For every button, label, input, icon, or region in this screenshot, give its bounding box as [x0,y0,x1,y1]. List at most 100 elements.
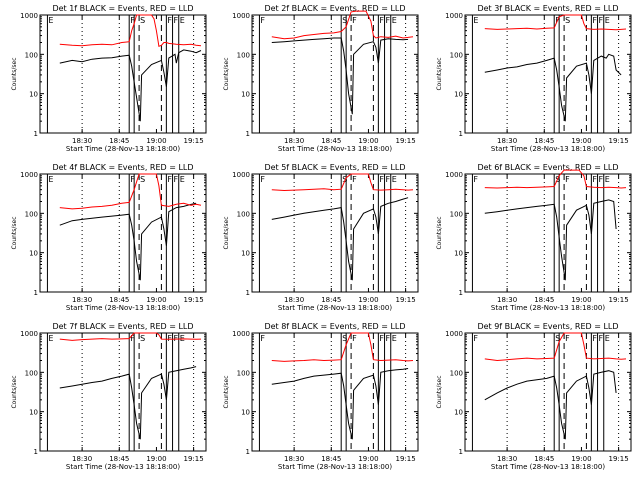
y-axis-label: Counts/sec [436,375,443,408]
x-tick-label: 18:30 [72,137,92,145]
event-marker-label: F [352,334,357,343]
plot-frame [251,14,419,134]
x-tick-label: 18:45 [534,455,554,463]
event-marker-label: E [392,334,397,343]
x-axis-label: Start Time (28-Nov-13 18:18:00) [278,145,392,153]
x-tick-label: 19:15 [396,455,416,463]
y-axis-label: Counts/sec [11,375,18,408]
x-tick-label: 19:15 [396,296,416,304]
y-axis-label: Counts/sec [11,216,18,249]
chart-title: Det 6f BLACK = Events, RED = LLD [477,163,618,172]
x-tick-label: 19:00 [571,455,591,463]
chart-panel-5: Det 5f BLACK = Events, RED = LLD 1 10 100 10… [223,163,419,312]
x-tick-label: 18:45 [321,296,341,304]
x-axis-label: Start Time (28-Nov-13 18:18:00) [491,463,605,471]
x-tick-label: 19:15 [184,296,204,304]
chart-panel-8: Det 8f BLACK = Events, RED = LLD 1 10 100 10… [223,322,419,471]
y-tick-label: 1000 [445,330,463,338]
series-line-lld [484,14,627,31]
plot-frame [39,14,207,134]
series-line-lld [59,332,202,341]
x-axis-label: Start Time (28-Nov-13 18:18:00) [491,304,605,312]
x-tick-label: 18:45 [534,137,554,145]
x-tick-label: 19:00 [358,137,378,145]
x-tick-label: 18:30 [72,296,92,304]
chart-panel-7: Det 7f BLACK = Events, RED = LLD 1 10 100 10… [11,322,207,471]
x-tick-label: 18:45 [534,296,554,304]
chart-title: Det 1f BLACK = Events, RED = LLD [52,4,193,13]
series-line-lld [271,173,414,192]
y-tick-label: 10 [241,91,250,99]
event-marker-label: S [140,175,145,184]
y-axis-label: Counts/sec [223,57,230,90]
y-tick-label: 1 [246,448,250,456]
y-tick-label: 1 [459,130,463,138]
series-line-lld [271,332,414,362]
y-tick-label: 1000 [20,171,38,179]
y-axis-label: Counts/sec [436,57,443,90]
x-axis-label: Start Time (28-Nov-13 18:18:00) [66,463,180,471]
y-tick-label: 1 [246,289,250,297]
x-tick-label: 19:15 [609,296,629,304]
event-marker-label: E [392,175,397,184]
event-marker-label: F [386,334,391,343]
chart-title: Det 9f BLACK = Events, RED = LLD [477,322,618,331]
y-tick-label: 1 [34,448,38,456]
event-marker-label: F [599,175,604,184]
chart-title: Det 7f BLACK = Events, RED = LLD [52,322,193,331]
y-tick-label: 100 [237,369,250,377]
event-marker-label: F [592,334,597,343]
y-axis-label: Counts/sec [436,216,443,249]
event-marker-label: F [386,175,391,184]
series-line-events [484,199,617,281]
x-axis-label: Start Time (28-Nov-13 18:18:00) [491,145,605,153]
y-tick-label: 1 [34,289,38,297]
chart-title: Det 8f BLACK = Events, RED = LLD [264,322,405,331]
x-tick-label: 19:00 [358,455,378,463]
event-marker-label: S [555,334,560,343]
y-tick-label: 1 [34,130,38,138]
event-marker-label: F [599,334,604,343]
chart-panel-3: Det 3f BLACK = Events, RED = LLD 1 10 100 10… [436,4,632,153]
x-tick-label: 18:30 [284,296,304,304]
x-axis-label: Start Time (28-Nov-13 18:18:00) [66,145,180,153]
series-line-events [271,197,409,281]
event-marker-label: F [379,175,384,184]
event-marker-label: F [599,16,604,25]
y-tick-label: 10 [241,409,250,417]
series-line-events [59,366,197,440]
event-marker-label: F [130,334,135,343]
y-tick-label: 100 [450,51,463,59]
series-line-lld [484,332,627,362]
y-axis-label: Counts/sec [223,375,230,408]
plot-frame [251,173,419,293]
y-tick-label: 100 [25,51,38,59]
event-marker-label: F [352,16,357,25]
event-marker-label: F [167,16,172,25]
event-marker-label: F [386,16,391,25]
chart-panel-9: Det 9f BLACK = Events, RED = LLD 1 10 100 10… [436,322,632,471]
chart-title: Det 2f BLACK = Events, RED = LLD [264,4,405,13]
y-tick-label: 10 [454,409,463,417]
event-marker-label: F [260,175,265,184]
chart-panel-6: Det 6f BLACK = Events, RED = LLD 1 10 100 10… [436,163,632,312]
plot-frame [464,173,632,293]
y-tick-label: 100 [25,369,38,377]
plot-frame [39,332,207,452]
x-tick-label: 18:45 [109,455,129,463]
x-tick-label: 19:00 [146,455,166,463]
event-marker-label: E [392,16,397,25]
event-marker-label: F [167,334,172,343]
event-marker-label: E [180,16,185,25]
series-line-lld [271,10,414,40]
chart-title: Det 5f BLACK = Events, RED = LLD [264,163,405,172]
event-marker-label: S [342,334,347,343]
y-tick-label: 10 [29,409,38,417]
event-marker-label: F [260,16,265,25]
y-tick-label: 100 [450,369,463,377]
event-marker-label: S [342,175,347,184]
y-tick-label: 1000 [232,12,250,20]
event-marker-label: S [565,16,570,25]
event-marker-label: F [473,175,478,184]
